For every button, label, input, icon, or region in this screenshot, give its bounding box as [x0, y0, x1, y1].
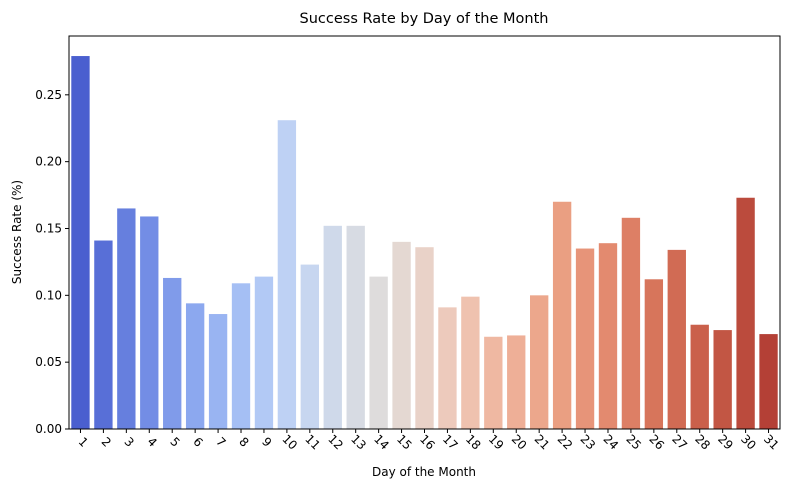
- x-tick-label: 12: [325, 432, 346, 453]
- bar-day-2: [94, 240, 113, 429]
- y-tick-label: 0.20: [35, 155, 62, 169]
- plot-frame: [68, 35, 781, 430]
- bar-day-1: [71, 56, 90, 429]
- x-tick-label: 8: [236, 435, 251, 450]
- x-tick-label: 11: [302, 432, 323, 453]
- x-tick-label: 1: [76, 435, 91, 450]
- x-tick-label: 13: [348, 432, 369, 453]
- x-axis-ticks: 1 2 3 4 5 6 7 8 9 10 11 12 13 14 15 16 17 18 19 20 21 22 23 24 2…: [76, 429, 782, 453]
- bar-day-9: [254, 276, 274, 429]
- x-tick-label: 15: [394, 432, 415, 453]
- bar-day-25: [621, 217, 641, 429]
- x-tick-label: 30: [738, 432, 759, 453]
- bar-day-5: [163, 277, 182, 429]
- bar-day-20: [507, 335, 526, 429]
- x-tick-label: 19: [486, 432, 507, 453]
- y-tick-label: 0.05: [35, 355, 62, 369]
- bar-day-13: [346, 225, 365, 429]
- bar-day-7: [208, 314, 228, 429]
- y-axis-ticks: 0.00 0.05 0.10 0.15 0.20 0.25: [35, 88, 69, 436]
- bar-day-30: [736, 197, 755, 429]
- x-tick-label: 28: [692, 432, 713, 453]
- x-tick-label: 29: [715, 432, 736, 453]
- bar-day-26: [644, 279, 664, 429]
- x-tick-label: 18: [463, 432, 484, 453]
- x-tick-label: 3: [122, 435, 137, 450]
- x-tick-label: 16: [417, 432, 438, 453]
- bar-day-6: [185, 303, 205, 429]
- bars-group: [71, 56, 778, 429]
- x-tick-label: 17: [440, 432, 461, 453]
- y-tick-label: 0.15: [35, 221, 62, 235]
- bar-day-15: [392, 241, 411, 429]
- bar-day-14: [369, 276, 388, 429]
- y-axis-label: Success Rate (%): [10, 180, 24, 284]
- x-tick-label: 2: [99, 435, 114, 450]
- y-tick-label: 0.00: [35, 422, 62, 436]
- bar-day-17: [438, 307, 457, 429]
- x-tick-label: 9: [259, 435, 274, 450]
- x-tick-label: 6: [190, 435, 205, 450]
- x-tick-label: 23: [578, 432, 599, 453]
- x-tick-label: 4: [144, 435, 159, 450]
- x-tick-label: 24: [600, 432, 621, 453]
- bar-day-22: [552, 201, 572, 429]
- bar-day-19: [484, 336, 503, 429]
- x-tick-label: 27: [669, 432, 690, 453]
- bar-day-11: [300, 264, 319, 429]
- bar-day-3: [117, 208, 136, 429]
- bar-day-18: [461, 296, 480, 429]
- x-axis-label: Day of the Month: [372, 465, 476, 479]
- x-tick-label: 14: [371, 432, 392, 453]
- bar-day-16: [415, 247, 434, 429]
- bar-day-10: [277, 120, 297, 429]
- x-tick-label: 25: [623, 432, 644, 453]
- bar-day-8: [231, 283, 251, 429]
- bar-day-24: [598, 243, 618, 429]
- chart-title: Success Rate by Day of the Month: [300, 11, 549, 27]
- x-tick-label: 7: [213, 435, 228, 450]
- bar-day-29: [713, 330, 732, 429]
- x-tick-label: 5: [167, 435, 182, 450]
- x-tick-label: 20: [509, 432, 530, 453]
- bar-day-31: [759, 334, 778, 429]
- bar-day-4: [140, 216, 159, 429]
- bar-day-12: [323, 225, 342, 429]
- x-tick-label: 26: [646, 432, 667, 453]
- x-tick-label: 10: [279, 432, 300, 453]
- x-tick-label: 22: [555, 432, 576, 453]
- bar-day-27: [667, 249, 686, 429]
- y-tick-label: 0.10: [35, 288, 62, 302]
- x-tick-label: 21: [532, 432, 553, 453]
- bar-day-23: [575, 248, 595, 429]
- bar-day-28: [690, 324, 709, 429]
- bar-day-21: [530, 295, 549, 429]
- y-tick-label: 0.25: [35, 88, 62, 102]
- x-tick-label: 31: [761, 432, 782, 453]
